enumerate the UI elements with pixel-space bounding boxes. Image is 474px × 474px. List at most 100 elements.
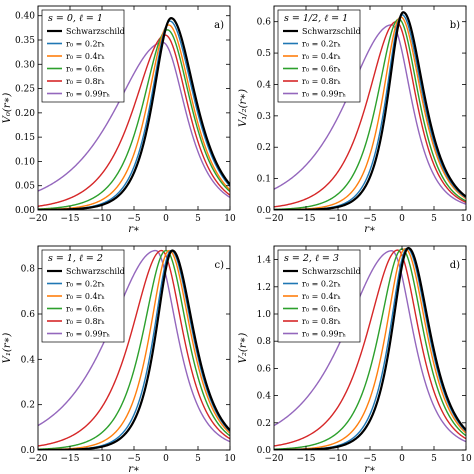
y-tick-label: 0.5 [257,49,272,59]
y-tick-label: 0.10 [15,157,35,167]
y-tick-label: 1.4 [257,256,272,266]
y-tick-label: 1.2 [257,283,271,293]
series-line-4 [274,20,466,208]
x-tick-label: −10 [329,214,348,224]
x-tick-label: −5 [363,454,377,464]
x-tick-label: −10 [93,214,112,224]
panel-3: −20 −15 −10 −5 0 5 10 0.0 0.2 0.4 0.6 0.8 r∗ V₁(r∗) c)… [2,245,236,474]
y-tick-label: 1.0 [257,310,272,320]
y-tick-label: 0.05 [15,182,35,192]
legend-label: r₀ = 0.2rₕ [302,280,341,289]
x-tick-label: −15 [297,214,316,224]
panel-tag: b) [450,20,460,31]
y-tick-label: 0.4 [257,392,272,402]
legend-label: r₀ = 0.8rₕ [66,77,105,86]
x-axis-label: r∗ [128,224,140,235]
x-tick-label: 0 [399,454,405,464]
y-tick-label: 0.6 [21,310,36,320]
y-axis-label: V₁/₂(r∗) [238,89,249,127]
x-axis-label: r∗ [364,464,376,474]
legend-label: r₀ = 0.99rₕ [66,330,110,339]
x-tick-label: −20 [29,214,48,224]
panel-4: −20 −15 −10 −5 0 5 10 0.0 0.2 0.4 0.6 0.8 1.0 1.2 1.4 r… [238,245,472,474]
x-tick-label: 0 [399,214,405,224]
series-line-5 [38,249,230,443]
legend-label: r₀ = 0.6rₕ [66,305,105,314]
y-tick-label: 0.35 [15,36,35,46]
x-tick-label: 10 [460,214,472,224]
legend-label: Schwarzschild [302,27,361,36]
panel-title: s = 0, ℓ = 1 [48,13,103,24]
panel-1: −20 −15 −10 −5 0 5 10 0.00 0.05 0.10 0.15 0.20 0.25 0… [2,5,236,235]
y-tick-label: 0.40 [15,12,35,22]
x-tick-label: −20 [29,454,48,464]
x-tick-label: 5 [195,214,201,224]
y-tick-label: 0.8 [257,337,272,347]
legend-label: r₀ = 0.2rₕ [66,280,105,289]
series-line-4 [38,249,230,447]
x-tick-label: 5 [431,214,437,224]
y-tick-label: 0.8 [21,265,36,275]
x-tick-label: −5 [127,214,141,224]
x-tick-label: −10 [329,454,348,464]
x-tick-label: −5 [363,214,377,224]
y-tick-label: 0.15 [15,133,35,143]
legend-label: r₀ = 0.99rₕ [66,90,110,99]
panel-title: s = 1, ℓ = 2 [48,253,103,264]
legend-label: r₀ = 0.99rₕ [302,90,346,99]
series-line-5 [274,24,466,205]
y-tick-label: 0.30 [15,60,35,70]
legend-label: r₀ = 0.8rₕ [302,317,341,326]
legend-label: r₀ = 0.99rₕ [302,330,346,339]
panel-2: −20 −15 −10 −5 0 5 10 0.0 0.1 0.2 0.3 0.4 0.5 0.6 r∗ V₁… [238,5,472,235]
panel-tag: a) [214,20,224,31]
y-axis-label: V₂(r∗) [238,333,249,364]
legend-label: r₀ = 0.6rₕ [302,305,341,314]
y-tick-label: 0.3 [257,112,272,122]
y-tick-label: 0.6 [257,18,272,28]
x-tick-label: −20 [265,214,284,224]
series-line-4 [38,34,230,207]
x-tick-label: 10 [224,454,236,464]
legend-label: r₀ = 0.4rₕ [302,292,341,301]
x-tick-label: 5 [431,454,437,464]
legend-label: r₀ = 0.2rₕ [66,40,105,49]
y-tick-label: 0.4 [257,80,272,90]
series-line-3 [38,29,230,210]
legend-label: r₀ = 0.4rₕ [302,52,341,61]
legend-label: r₀ = 0.6rₕ [66,65,105,74]
legend-label: r₀ = 0.4rₕ [66,292,105,301]
y-axis-label: V₁(r∗) [2,333,13,364]
y-tick-label: 0.0 [257,206,272,216]
y-tick-label: 0.4 [21,355,36,365]
x-tick-label: −10 [93,454,112,464]
y-tick-label: 0.0 [21,446,36,456]
x-axis-label: r∗ [128,464,140,474]
x-tick-label: −15 [297,454,316,464]
x-tick-label: 10 [224,214,236,224]
series-line-4 [274,249,466,447]
legend-label: r₀ = 0.8rₕ [66,317,105,326]
y-tick-label: 0.20 [15,109,35,119]
y-tick-label: 0.2 [21,401,35,411]
y-tick-label: 0.25 [15,85,35,95]
legend-label: Schwarzschild [302,267,361,276]
legend-label: r₀ = 0.6rₕ [302,65,341,74]
x-tick-label: −15 [61,454,80,464]
x-tick-label: −20 [265,454,284,464]
series-line-5 [38,41,230,199]
x-axis-label: r∗ [364,224,376,235]
y-tick-label: 0.0 [257,446,272,456]
legend-label: r₀ = 0.4rₕ [66,52,105,61]
legend-label: r₀ = 0.2rₕ [302,40,341,49]
legend-label: Schwarzschild [66,267,125,276]
panel-tag: c) [214,260,224,271]
y-tick-label: 0.00 [15,206,35,216]
series-line-5 [274,250,466,443]
y-tick-label: 0.2 [257,419,271,429]
y-tick-label: 0.1 [257,175,271,185]
y-tick-label: 0.6 [257,364,272,374]
x-tick-label: 10 [460,454,472,464]
x-tick-label: −15 [61,214,80,224]
